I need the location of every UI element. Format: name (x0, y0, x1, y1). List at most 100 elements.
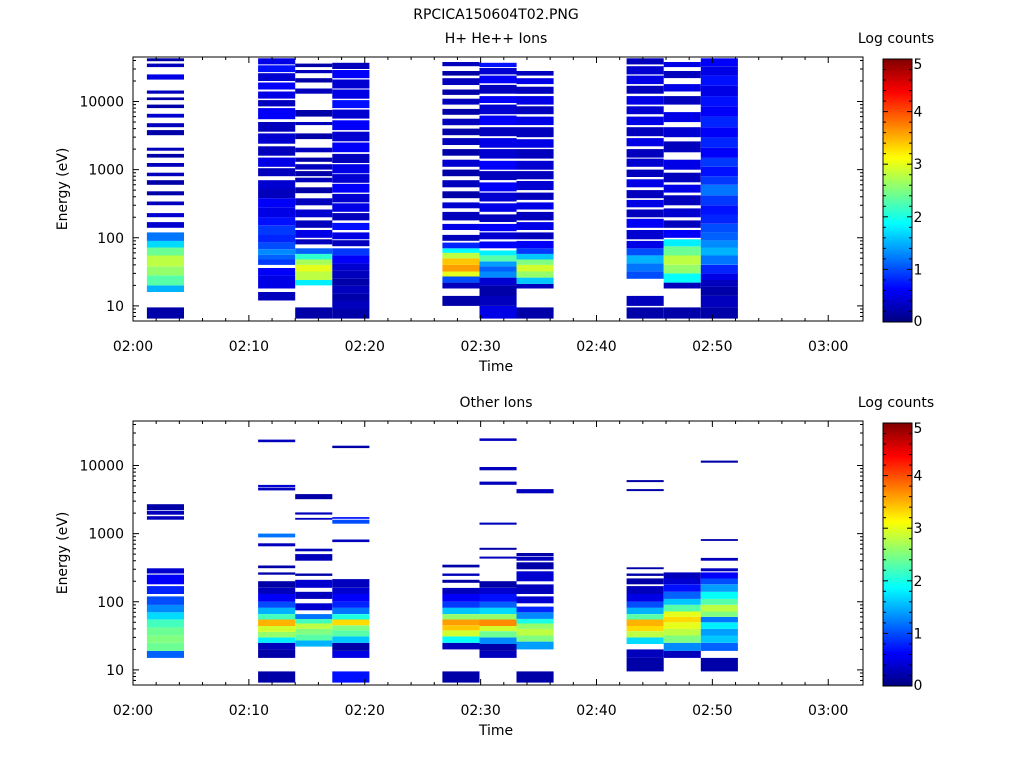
heatmap-cell (258, 587, 296, 594)
heatmap-cell (295, 209, 333, 218)
heatmap-cell (146, 650, 184, 658)
heatmap-cell (442, 564, 480, 568)
heatmap-cell (626, 96, 664, 105)
heatmap-cell (332, 601, 370, 608)
heatmap-cell (146, 222, 184, 228)
heatmap-cell (516, 192, 554, 200)
heatmap-cell (626, 85, 664, 94)
heatmap-cell (516, 553, 554, 556)
heatmap-cell (700, 66, 738, 76)
x-tick-label: 02:00 (113, 339, 153, 355)
heatmap-cell (146, 130, 184, 136)
heatmap-cell (626, 271, 664, 279)
heatmap-cell (258, 234, 296, 243)
heatmap-cell (442, 573, 480, 576)
heatmap-cell (626, 190, 664, 199)
x-axis: 02:00 02:10 02:20 02:30 02:40 02:50 03:00 (113, 57, 848, 355)
heatmap-cell (146, 255, 184, 267)
heatmap-cell (258, 642, 296, 650)
heatmap-cell (700, 635, 738, 643)
heatmap-cell (146, 163, 184, 167)
plot-frame (132, 56, 864, 322)
colorbar-tick-label: 2 (914, 210, 923, 226)
heatmap-cell (442, 630, 480, 637)
heatmap-cell (479, 149, 517, 159)
heatmap-cell (700, 273, 738, 280)
heatmap-cell (295, 307, 333, 319)
heatmap-cell (258, 671, 296, 683)
heatmap-cell (700, 223, 738, 233)
heatmap-cell (332, 278, 370, 286)
heatmap-cell (295, 110, 333, 117)
heatmap-cell (700, 147, 738, 158)
heatmap-cell (146, 201, 184, 206)
heatmap-cell (700, 622, 738, 629)
heatmap-cell (258, 168, 296, 177)
heatmap-cell (442, 636, 480, 643)
heatmap-cell (479, 115, 517, 126)
heatmap-cell (146, 74, 184, 80)
heatmap-cell (663, 642, 701, 651)
x-tick-label: 02:00 (113, 703, 153, 719)
heatmap-cell (479, 547, 517, 550)
heatmap-cell (295, 628, 333, 635)
heatmap-cell (663, 578, 701, 585)
heatmap-cell (146, 635, 184, 643)
heatmap-cell (332, 594, 370, 602)
heatmap-cell (258, 637, 296, 643)
heatmap-cell (146, 213, 184, 218)
heatmap-cell (479, 261, 517, 267)
heatmap-cell (479, 104, 517, 115)
colorbar-tick-label: 4 (914, 469, 923, 485)
heatmap-cell (663, 611, 701, 617)
heatmap-cell (479, 232, 517, 240)
x-tick-label: 03:00 (808, 339, 848, 355)
heatmap-cell (146, 596, 184, 605)
heatmap-cell (479, 631, 517, 638)
heatmap-cell (663, 96, 701, 105)
heatmap-cell (700, 280, 738, 287)
heatmap-cell (295, 133, 333, 140)
heatmap-cell (700, 106, 738, 117)
heatmap-cell (332, 153, 370, 163)
heatmap-cell (146, 612, 184, 620)
heatmap-cell (626, 209, 664, 218)
heatmap-cell (258, 601, 296, 608)
heatmap-cell (146, 247, 184, 256)
heatmap-cell (516, 149, 554, 159)
heatmap-cell (295, 623, 333, 629)
heatmap-cell (332, 630, 370, 637)
heatmap-cell (442, 78, 480, 85)
heatmap-cell (258, 533, 296, 538)
heatmap-cell (332, 539, 370, 543)
heatmap-cell (516, 562, 554, 570)
heatmap-cell (332, 587, 370, 594)
heatmap-cell (258, 292, 296, 301)
heatmap-cell (479, 305, 517, 319)
heatmap-cell (442, 118, 480, 126)
heatmap-cell (442, 614, 480, 620)
heatmap-cell (332, 445, 370, 449)
x-axis-label: Time (478, 359, 513, 375)
heatmap-cell (663, 628, 701, 636)
heatmap-cell (479, 241, 517, 249)
colorbar-tick-label: 2 (914, 574, 923, 590)
heatmap-cell (626, 573, 664, 576)
heatmap-cell (442, 264, 480, 272)
heatmap-cell (442, 282, 480, 289)
heatmap-cell (516, 264, 554, 272)
heatmap-cell (332, 164, 370, 174)
heatmap-cell (516, 171, 554, 180)
heatmap-cell (295, 494, 333, 500)
heatmap-cell (626, 657, 664, 672)
heatmap-cell (146, 568, 184, 574)
heatmap-cell (442, 248, 480, 253)
heatmap-cell (626, 149, 664, 158)
x-tick-label: 02:50 (692, 703, 732, 719)
heatmap-cell (663, 127, 701, 138)
heatmap-cell (442, 258, 480, 265)
heatmap-cell (258, 180, 296, 189)
heatmap-cell (442, 295, 480, 306)
heatmap-cell (442, 234, 480, 241)
heatmap-cell (258, 565, 296, 569)
